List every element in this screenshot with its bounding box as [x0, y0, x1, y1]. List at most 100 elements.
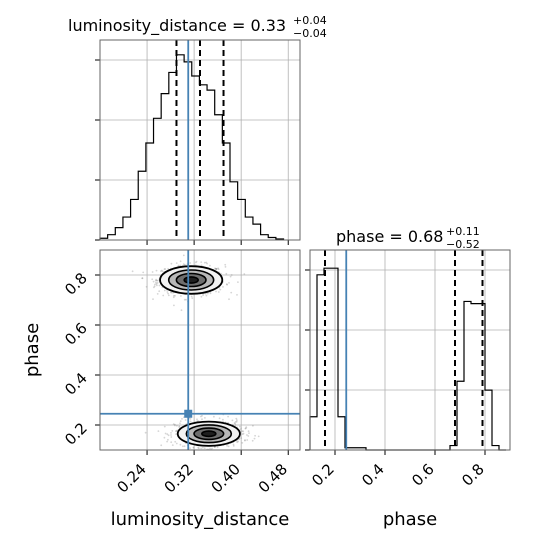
- scatter-point: [215, 268, 217, 270]
- scatter-point: [183, 298, 186, 301]
- scatter-point: [209, 292, 212, 295]
- dist-title-label: luminosity_distance = 0.33: [68, 16, 286, 36]
- scatter-point: [179, 443, 182, 446]
- scatter-point: [204, 417, 206, 419]
- scatter-point: [205, 261, 208, 264]
- scatter-point: [166, 440, 169, 443]
- phase-xtick-label-1: 0.4: [358, 460, 388, 490]
- scatter-point: [175, 430, 178, 432]
- scatter-point: [167, 268, 170, 270]
- scatter-point: [248, 432, 250, 434]
- scatter-point: [209, 264, 211, 267]
- scatter-point: [153, 285, 156, 288]
- scatter-point: [238, 438, 241, 441]
- scatter-point: [156, 282, 159, 284]
- scatter-point: [218, 417, 221, 420]
- scatter-point: [194, 261, 197, 264]
- scatter-point: [219, 288, 222, 291]
- scatter-point: [203, 447, 206, 450]
- scatter-point: [215, 268, 218, 271]
- y-axis-label-phase: phase: [22, 323, 43, 377]
- dist-title-minus: −0.04: [293, 27, 327, 40]
- scatter-point: [230, 291, 233, 294]
- contour-mode1-level3: [201, 430, 217, 438]
- scatter-point: [222, 286, 224, 288]
- scatter-point: [173, 294, 175, 297]
- scatter-point: [227, 445, 230, 448]
- scatter-point: [155, 283, 158, 285]
- scatter-point: [257, 435, 260, 438]
- scatter-point: [195, 260, 198, 263]
- phase-ytick-label-1: 0.4: [61, 369, 91, 399]
- scatter-point: [228, 282, 230, 284]
- scatter-point: [217, 268, 220, 271]
- scatter-point: [201, 414, 203, 417]
- dist-title: luminosity_distance = 0.33: [68, 16, 286, 36]
- scatter-point: [225, 272, 228, 275]
- scatter-point: [156, 284, 158, 287]
- scatter-point: [254, 434, 256, 437]
- scatter-point: [178, 425, 181, 427]
- dist-hist-frame: [99, 39, 301, 241]
- scatter-point: [213, 446, 216, 448]
- dist-tick-label-3: 0.48: [255, 460, 291, 496]
- scatter-point: [152, 298, 154, 300]
- phase-title-minus: −0.52: [446, 238, 480, 251]
- phase-ytick-label-0: 0.2: [61, 419, 91, 449]
- scatter-point: [175, 433, 178, 436]
- scatter-point: [175, 442, 178, 445]
- scatter-point: [224, 266, 227, 268]
- scatter-point: [231, 419, 234, 422]
- scatter-point: [174, 440, 177, 443]
- scatter-point: [226, 283, 229, 286]
- scatter-point: [216, 446, 219, 449]
- scatter-point: [166, 291, 169, 293]
- scatter-point: [171, 444, 174, 446]
- scatter-point: [163, 268, 166, 270]
- scatter-point: [215, 290, 217, 293]
- scatter-point: [242, 432, 245, 435]
- x-axis-label-dist: luminosity_distance: [111, 509, 290, 530]
- scatter-point: [244, 439, 246, 442]
- scatter-point: [178, 426, 181, 429]
- scatter-point: [156, 293, 159, 295]
- scatter-point: [225, 283, 228, 286]
- x-axis-label-phase: phase: [383, 509, 437, 530]
- phase-title-plus: +0.11: [446, 225, 480, 238]
- dist-hist-line: [99, 54, 285, 240]
- scatter-point: [158, 290, 161, 293]
- scatter-point: [154, 279, 157, 282]
- scatter-point: [170, 434, 172, 436]
- scatter-point: [236, 419, 238, 421]
- scatter-point: [252, 424, 254, 427]
- scatter-point: [201, 418, 203, 421]
- scatter-point: [234, 424, 237, 426]
- scatter-point: [244, 439, 246, 441]
- phase-xtick-label-2: 0.6: [408, 460, 438, 490]
- scatter-point: [206, 262, 209, 265]
- scatter-point: [160, 444, 163, 447]
- phase-xtick-label-3: 0.8: [458, 460, 488, 490]
- scatter-point: [246, 434, 248, 436]
- scatter-point: [240, 427, 242, 430]
- scatter-point: [215, 268, 218, 270]
- phase-hist-line: [309, 267, 506, 451]
- scatter-point: [174, 294, 176, 297]
- scatter-point: [237, 440, 240, 443]
- scatter-point: [167, 292, 170, 295]
- scatter-point: [215, 267, 218, 270]
- scatter-point: [180, 309, 183, 312]
- scatter-point: [163, 425, 166, 428]
- scatter-point: [235, 420, 238, 423]
- scatter-point: [170, 291, 172, 294]
- scatter-point: [172, 423, 175, 425]
- scatter-point: [179, 260, 182, 263]
- scatter-point: [167, 438, 169, 441]
- scatter-point: [217, 267, 220, 270]
- scatter-point: [170, 262, 173, 265]
- scatter-point: [202, 294, 205, 296]
- scatter-point: [170, 441, 173, 444]
- scatter-point: [237, 281, 239, 283]
- scatter-point: [155, 279, 158, 282]
- scatter-point: [214, 267, 217, 270]
